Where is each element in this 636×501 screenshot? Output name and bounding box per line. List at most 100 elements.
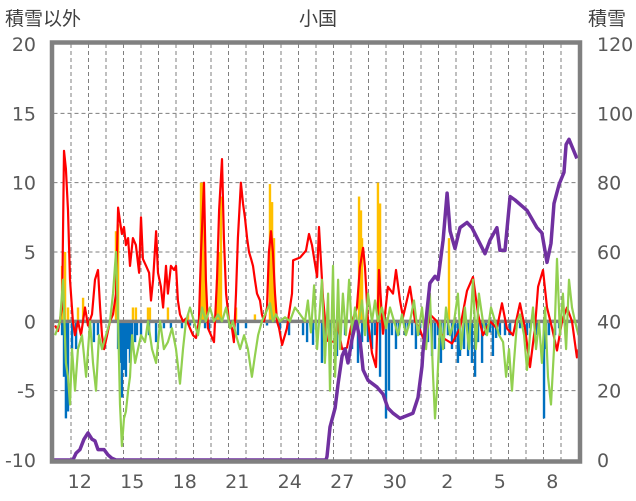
right-y-tick-label: 120	[597, 34, 633, 56]
blue-bar	[305, 321, 309, 343]
x-tick-label: 5	[494, 471, 506, 493]
yellow-bar	[63, 252, 67, 322]
plot-frame	[49, 40, 583, 464]
blue-bar	[356, 321, 360, 363]
snow-depth-line	[53, 137, 579, 462]
blue-bar	[446, 321, 450, 336]
blue-bar	[162, 321, 166, 329]
blue-bar	[66, 321, 70, 412]
blue-bar	[120, 321, 124, 398]
right-y-tick-label: 0	[597, 450, 609, 472]
blue-bar	[207, 321, 211, 330]
blue-bar	[133, 321, 137, 343]
lines	[53, 137, 580, 462]
blue-bar	[92, 321, 96, 343]
blue-bar	[360, 321, 364, 343]
right-y-tick-label: 100	[597, 103, 633, 125]
blue-bar	[70, 321, 74, 350]
blue-bar	[373, 321, 377, 336]
yellow-bar	[66, 307, 70, 322]
green-line	[54, 250, 580, 448]
left-axis-title: 積雪以外	[5, 8, 81, 30]
left-y-tick-label: 20	[12, 34, 36, 56]
blue-bar	[488, 321, 492, 333]
yellow-bar	[146, 307, 150, 322]
x-tick-label: 12	[68, 471, 92, 493]
blue-bar	[62, 321, 66, 377]
blue-bar	[130, 321, 134, 343]
blue-bar	[494, 321, 498, 338]
blue-bar	[498, 321, 502, 336]
blue-bar	[301, 321, 305, 336]
yellow-bar	[360, 238, 364, 322]
x-tick-label: 24	[278, 471, 302, 493]
blue-bar	[203, 321, 207, 329]
yellow-bar	[357, 196, 361, 322]
blue-bar	[462, 321, 466, 350]
blue-bar	[384, 321, 388, 419]
blue-bar	[518, 321, 522, 329]
blue-bar	[456, 321, 460, 363]
blue-bar	[390, 321, 394, 336]
x-tick-label: 2	[441, 471, 453, 493]
blue-bar	[476, 321, 480, 343]
x-tick-label: 30	[383, 471, 407, 493]
x-tick-label: 21	[225, 471, 249, 493]
yellow-bar	[217, 252, 221, 322]
left-y-ticks: 20 15 10 5 0 -5 -10	[5, 34, 36, 472]
yellow-bar	[219, 196, 223, 322]
blue-bar	[453, 321, 457, 343]
plot-border	[49, 40, 583, 464]
blue-bar	[542, 321, 546, 419]
blue-bar	[154, 321, 158, 343]
blue-bar	[439, 321, 443, 363]
blue-bar	[278, 321, 282, 330]
yellow-bar	[76, 307, 80, 322]
left-y-tick-label: 15	[12, 103, 36, 125]
yellow-bar	[378, 203, 382, 322]
blue-bar	[387, 321, 391, 391]
blue-bar	[394, 321, 398, 350]
right-y-tick-label: 60	[597, 242, 621, 264]
x-ticks: 12 15 18 21 24 27 30 2 5 8	[68, 471, 559, 493]
blue-bar	[135, 321, 139, 336]
blue-bar	[126, 321, 130, 350]
yellow-bar	[253, 314, 257, 322]
blue-bar	[118, 321, 122, 363]
blue-bar	[236, 321, 240, 336]
x-tick-label: 8	[546, 471, 558, 493]
yellow-bar	[166, 307, 170, 322]
blue-bar	[169, 321, 173, 329]
blue-bar	[547, 321, 551, 336]
yellow-bar	[270, 202, 274, 322]
yellow-bar	[201, 182, 205, 322]
blue-bar	[265, 321, 269, 326]
blue-bar	[525, 321, 529, 336]
blue-bar	[244, 321, 248, 329]
yellow-bar	[116, 224, 120, 322]
yellow-bar	[203, 252, 207, 322]
blue-bar	[535, 321, 539, 336]
yellow-bar	[81, 297, 85, 322]
yellow-bar	[148, 307, 152, 322]
blue-bar	[188, 321, 192, 326]
blue-bar	[128, 321, 132, 363]
yellow-bar	[131, 307, 135, 322]
blue-bar	[311, 321, 315, 345]
blue-bar	[180, 321, 184, 329]
blue-bar	[414, 321, 418, 350]
blue-bar	[366, 321, 370, 343]
right-y-tick-label: 80	[597, 173, 621, 195]
blue-bar	[370, 321, 374, 350]
blue-bar	[287, 321, 291, 336]
right-axis-title: 積雪	[588, 8, 626, 30]
blue-bar	[470, 321, 474, 363]
right-y-tick-label: 40	[597, 311, 621, 333]
blue-bar	[122, 321, 126, 370]
blue-bar	[450, 321, 454, 350]
blue-bar	[60, 321, 64, 336]
left-y-tick-label: -10	[5, 450, 36, 472]
yellow-bar	[447, 238, 451, 322]
blue-bar	[433, 321, 437, 350]
